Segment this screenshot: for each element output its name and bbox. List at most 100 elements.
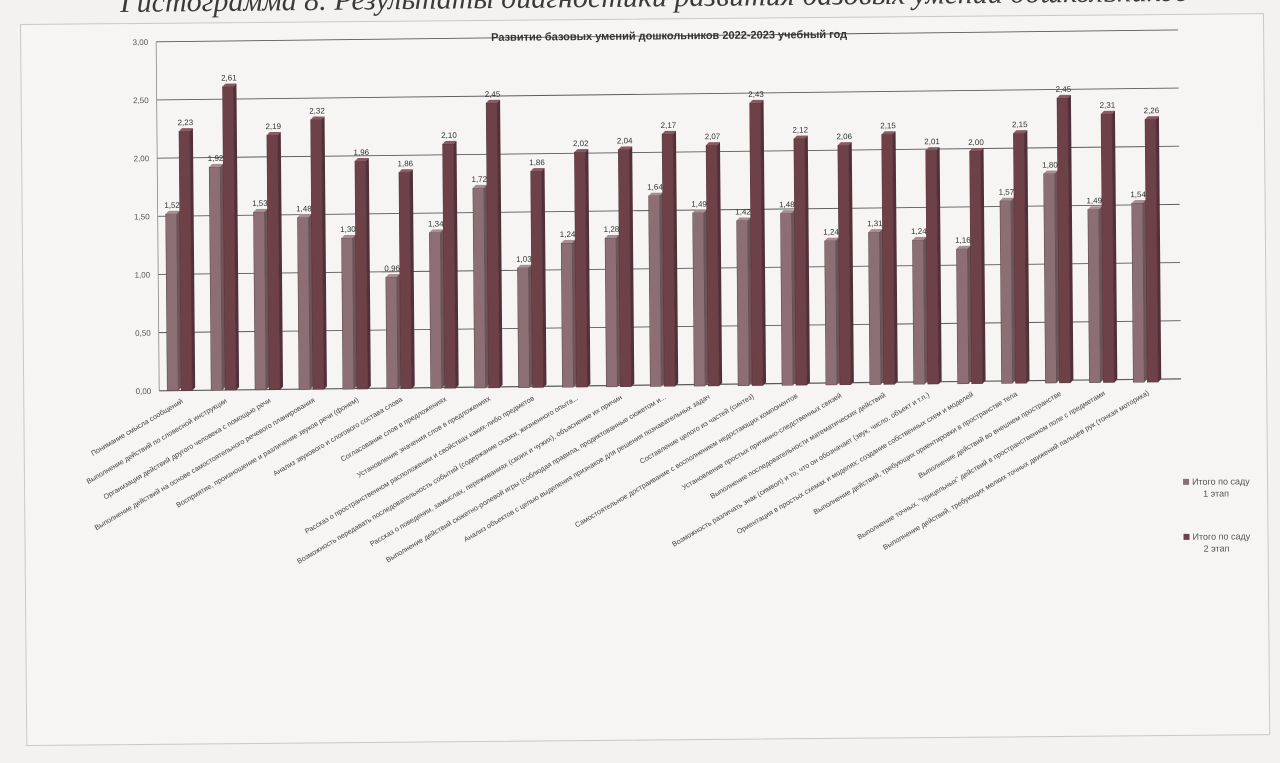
bar (912, 239, 925, 385)
legend-item-stage-2: Итого по саду 2 этап (1183, 530, 1263, 555)
bar (1087, 209, 1101, 383)
value-label: 1,16 (955, 236, 971, 245)
bar-side (848, 142, 854, 385)
bar (560, 242, 574, 388)
value-label: 2,17 (661, 121, 677, 130)
bar-top (1056, 94, 1071, 98)
bar (999, 200, 1013, 384)
bar-side (277, 131, 284, 390)
y-tick-label: 2,50 (133, 96, 149, 105)
bar-top (266, 131, 281, 136)
bar (1100, 113, 1115, 383)
category-label: Выполнение действий сюжетно-ролевой игры… (384, 392, 667, 564)
bar-side (409, 169, 415, 389)
bar-top (1100, 110, 1115, 114)
bar-side (483, 184, 489, 388)
value-label: 0,96 (384, 264, 400, 273)
grid-line (156, 29, 1179, 43)
value-label: 2,45 (1056, 85, 1072, 94)
legend-swatch (1183, 533, 1190, 540)
value-label: 1,24 (560, 230, 576, 239)
bar (253, 211, 267, 391)
bar-top (706, 142, 721, 146)
bar-side (980, 147, 986, 384)
value-label: 2,07 (705, 132, 721, 141)
value-label: 1,48 (779, 200, 795, 209)
value-label: 2,31 (1100, 101, 1116, 110)
legend-item-stage-1: Итого по саду 1 этап (1183, 475, 1263, 500)
bar (705, 144, 720, 387)
bar (1144, 118, 1159, 383)
bar-side (176, 210, 182, 391)
bar-top (310, 116, 325, 120)
value-label: 2,12 (792, 125, 808, 134)
bar-top (398, 169, 413, 173)
bar-side (673, 130, 679, 387)
bar-side (659, 192, 665, 387)
value-label: 1,64 (647, 183, 663, 192)
bar (442, 143, 456, 389)
bar (472, 187, 486, 389)
bar-side (189, 128, 196, 391)
legend-label: Итого по саду (1191, 476, 1250, 487)
category-label: Организация действий другого человека с … (102, 396, 273, 502)
value-label: 1,52 (164, 201, 180, 210)
value-label: 1,96 (353, 148, 369, 157)
value-label: 2,15 (1012, 120, 1028, 129)
value-label: 1,30 (340, 225, 356, 234)
bar (354, 160, 369, 390)
value-label: 2,45 (485, 90, 501, 99)
bar (1131, 202, 1145, 383)
bar (648, 195, 662, 387)
bar (780, 212, 794, 386)
value-label: 2,19 (265, 122, 281, 131)
value-label: 1,54 (1130, 190, 1146, 199)
bar-top (341, 234, 356, 238)
bar-side (703, 209, 709, 387)
bar (868, 231, 881, 385)
bar-top (605, 234, 619, 238)
bar-chart: 0,00 0,50 1,00 1,50 2,00 2,50 3,00 1,52 2,23 1,9… (85, 29, 1182, 566)
bar-top (517, 264, 532, 268)
value-label: 1,31 (867, 219, 883, 228)
value-label: 2,61 (221, 73, 237, 82)
value-label: 1,03 (516, 255, 532, 264)
bar-side (1142, 200, 1148, 383)
bar-top (222, 83, 237, 87)
bar (692, 212, 706, 387)
legend-swatch (1183, 478, 1190, 485)
value-label: 1,92 (208, 154, 224, 163)
bar-side (497, 99, 503, 388)
y-tick-label: 1,50 (134, 212, 150, 221)
y-tick-label: 1,00 (135, 271, 151, 280)
bar (429, 232, 442, 389)
bar-side (1155, 116, 1162, 383)
value-label: 2,02 (573, 139, 589, 148)
value-label: 1,49 (691, 200, 707, 209)
value-label: 2,04 (617, 136, 633, 145)
value-label: 1,80 (1042, 161, 1058, 170)
bar-top (429, 229, 444, 233)
bar-side (264, 208, 270, 390)
y-tick-label: 3,00 (133, 38, 149, 47)
bar (736, 220, 750, 386)
bar-top (1043, 170, 1058, 174)
bar-side (396, 274, 401, 389)
bar-top (692, 209, 707, 213)
bar-top (1131, 200, 1146, 204)
bar-top (354, 157, 369, 162)
value-label: 1,53 (252, 199, 268, 208)
bar-side (321, 116, 327, 390)
bar (398, 172, 412, 389)
bar-side (1098, 206, 1104, 383)
bar (165, 213, 179, 391)
chart-frame: 0,00 0,50 1,00 1,50 2,00 2,50 3,00 1,52 2,23 1,9… (20, 13, 1271, 746)
bar (661, 133, 676, 387)
bar (618, 149, 632, 387)
bar-top (780, 210, 795, 214)
bar-top (472, 184, 487, 188)
bar-side (1024, 130, 1030, 384)
bar-top (999, 197, 1014, 201)
bar (881, 134, 895, 385)
bar (969, 150, 983, 384)
